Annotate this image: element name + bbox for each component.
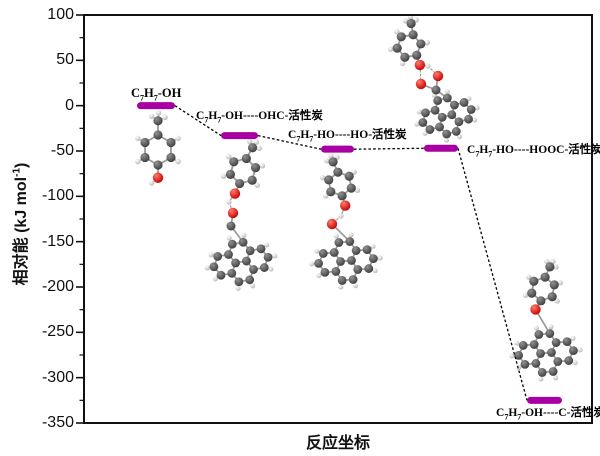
y-tick-label: -350 — [41, 414, 74, 431]
x-axis-title: 反应坐标 — [305, 435, 370, 452]
y-tick-label: -250 — [41, 323, 74, 341]
level-label: C7H7-OH----OHC-活性炭 — [196, 110, 323, 125]
level-label: C7H7-OH — [131, 86, 182, 103]
connector-line — [353, 147, 425, 150]
y-tick-label: -150 — [41, 232, 74, 250]
y-axis-title: 相对能 (kJ mol-1) — [11, 162, 30, 286]
cresol-HO-activated-carbon-complex — [309, 153, 383, 290]
y-tick-label: -200 — [41, 278, 74, 295]
energy-level-bar — [424, 144, 458, 152]
energy-level-bar — [321, 145, 354, 153]
energy-level-bar — [221, 132, 258, 140]
connector-line — [174, 105, 222, 137]
y-tick-label: -300 — [41, 368, 74, 386]
y-tick-label: -50 — [50, 142, 74, 159]
level-label: C7H7-OH----C-活性炭 — [496, 407, 600, 422]
level-label: C7H7-HO----HO-活性炭 — [288, 129, 407, 144]
p-cresol-molecule — [135, 110, 181, 186]
y-tick-label: 100 — [47, 6, 74, 23]
energy-level-bar — [527, 396, 562, 404]
y-tick-label: -100 — [41, 187, 74, 205]
connector-line — [457, 148, 528, 401]
y-tick-label: 0 — [65, 96, 74, 114]
energy-level-bar — [137, 102, 175, 110]
cresol-OHC-activated-carbon-complex — [204, 138, 278, 291]
cresol-HOOC-activated-carbon-complex — [387, 14, 480, 143]
level-label: C7H7-HO----HOOC-活性炭 — [467, 144, 600, 159]
cresol-C-activated-carbon-complex — [509, 258, 583, 382]
y-tick-label: 50 — [56, 51, 74, 69]
connector-line — [257, 134, 322, 150]
